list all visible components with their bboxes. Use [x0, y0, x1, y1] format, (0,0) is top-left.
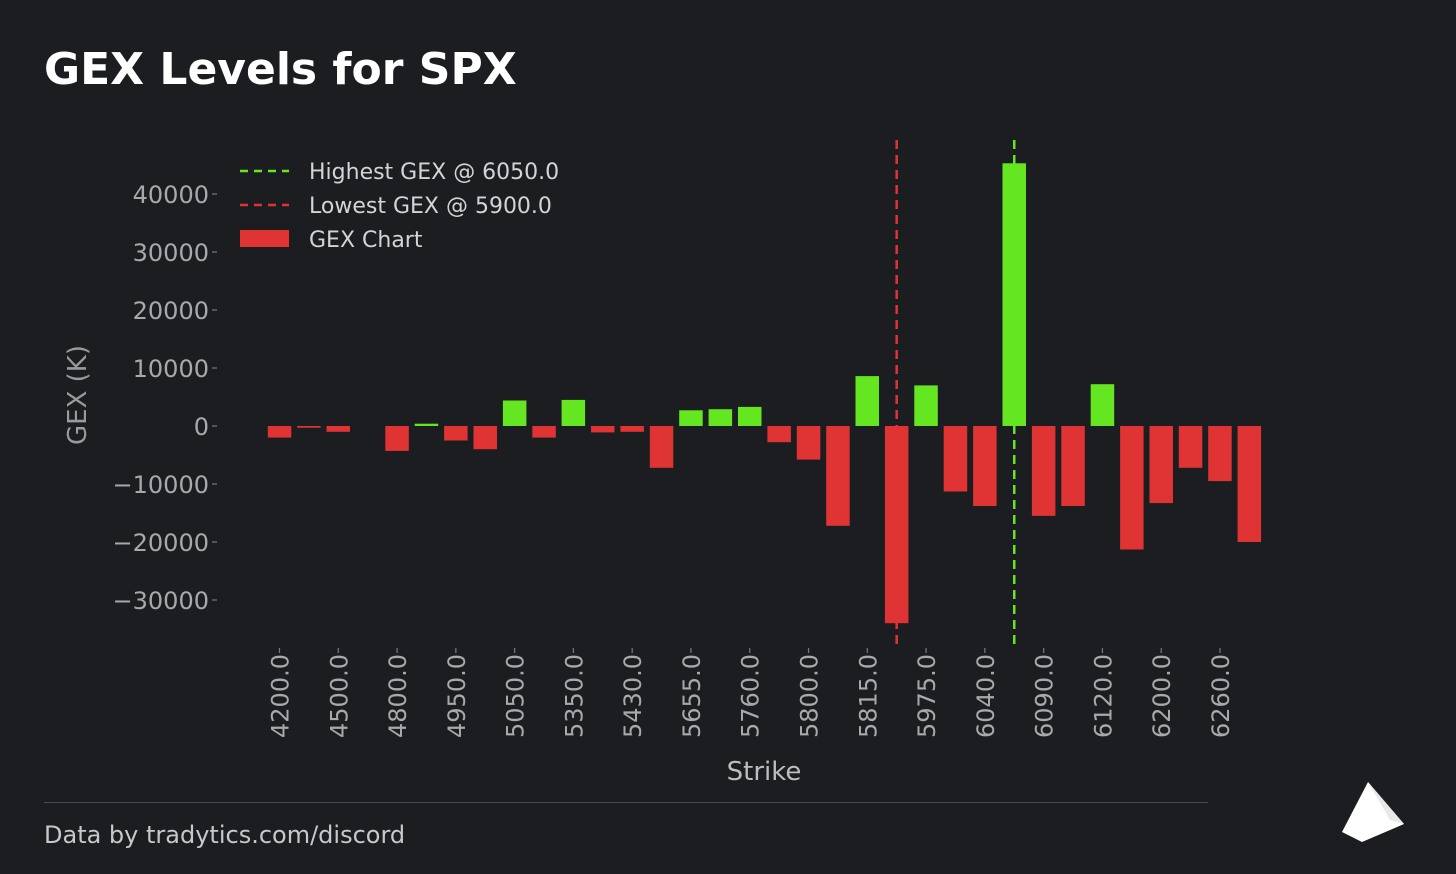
x-tick-label: 5655.0: [678, 654, 706, 738]
y-tick-label: −30000: [113, 587, 209, 615]
chart-title: GEX Levels for SPX: [44, 44, 517, 95]
y-tick-label: 20000: [133, 297, 209, 325]
y-tick-label: −20000: [113, 529, 209, 557]
bar-5800.0: [796, 426, 821, 460]
x-tick-label: 4950.0: [443, 654, 471, 738]
y-tick-label: 0: [194, 413, 209, 441]
bar-series: [267, 163, 1262, 624]
legend: Highest GEX @ 6050.0 Lowest GEX @ 5900.0 G…: [240, 160, 559, 253]
bar-6090.0: [1031, 426, 1056, 516]
bar-5430.0: [620, 426, 644, 432]
bar-6120.0: [1090, 384, 1115, 426]
bar-6260.0: [1208, 426, 1232, 482]
bar-5300.0: [532, 426, 556, 438]
bar-5975.0: [914, 385, 938, 426]
footer-credit: Data by tradytics.com/discord: [44, 821, 406, 849]
x-tick-label: 4200.0: [267, 654, 295, 738]
legend-bar-swatch: [240, 230, 289, 247]
x-tick-label: 4800.0: [384, 654, 412, 738]
x-tick-label: 5350.0: [560, 654, 588, 738]
bar-4500.0: [326, 426, 350, 432]
bar-5900.0: [884, 426, 909, 624]
bar-6200.0: [1149, 426, 1173, 504]
bar-5050.0: [502, 400, 527, 426]
tradytics-triangle-logo-icon: [1342, 782, 1404, 842]
bar-5810.0: [826, 426, 850, 526]
x-tick-label: 5430.0: [619, 654, 647, 738]
x-tick-label: 6200.0: [1148, 654, 1176, 738]
bar-5780.0: [767, 426, 791, 443]
x-tick-label: 5815.0: [854, 654, 882, 738]
bar-4900.0: [414, 423, 439, 426]
x-tick-label: 4500.0: [325, 654, 353, 738]
bar-6000.0: [943, 426, 968, 492]
bar-4950.0: [444, 426, 468, 441]
x-tick-label: 5760.0: [737, 654, 765, 738]
bar-6250.0: [1178, 426, 1203, 468]
x-axis: 4200.0 4500.0 4800.0 4950.0 5050.0 5350.0 5430…: [267, 648, 1235, 738]
legend-label: GEX Chart: [309, 228, 423, 253]
x-tick-label: 5800.0: [796, 654, 824, 738]
x-tick-label: 6260.0: [1207, 654, 1235, 738]
bar-5655.0: [679, 410, 703, 426]
bar-6150.0: [1120, 426, 1144, 550]
reference-lines: [895, 140, 1016, 648]
bar-6300.0: [1237, 426, 1262, 542]
bar-5000.0: [473, 426, 497, 450]
bar-5815.0: [855, 376, 879, 426]
y-tick-label: 40000: [133, 181, 209, 209]
bar-4400.0: [297, 426, 321, 428]
bar-5760.0: [738, 406, 762, 426]
y-axis: 40000 30000 20000 10000 0 −10000 −20000 −30000: [113, 181, 217, 615]
y-tick-label: 30000: [133, 239, 209, 267]
x-tick-label: 6120.0: [1089, 654, 1117, 738]
legend-label: Lowest GEX @ 5900.0: [309, 194, 552, 219]
legend-label: Highest GEX @ 6050.0: [309, 160, 559, 185]
footer-divider: [44, 802, 1208, 803]
x-tick-label: 5975.0: [913, 654, 941, 738]
bar-5400.0: [591, 426, 615, 433]
x-tick-label: 6090.0: [1031, 654, 1059, 738]
bar-5350.0: [561, 399, 586, 426]
y-tick-label: 10000: [133, 355, 209, 383]
x-axis-label: Strike: [727, 757, 802, 787]
bar-4200.0: [267, 426, 292, 438]
y-tick-label: −10000: [113, 471, 209, 499]
bar-6040.0: [973, 426, 997, 506]
y-axis-label: GEX (K): [63, 345, 93, 445]
x-tick-label: 6040.0: [972, 654, 1000, 738]
bar-5600.0: [649, 426, 674, 468]
bar-6100.0: [1061, 426, 1085, 506]
bar-5700.0: [708, 409, 733, 426]
x-tick-label: 5050.0: [502, 654, 530, 738]
bar-4800.0: [385, 426, 409, 451]
